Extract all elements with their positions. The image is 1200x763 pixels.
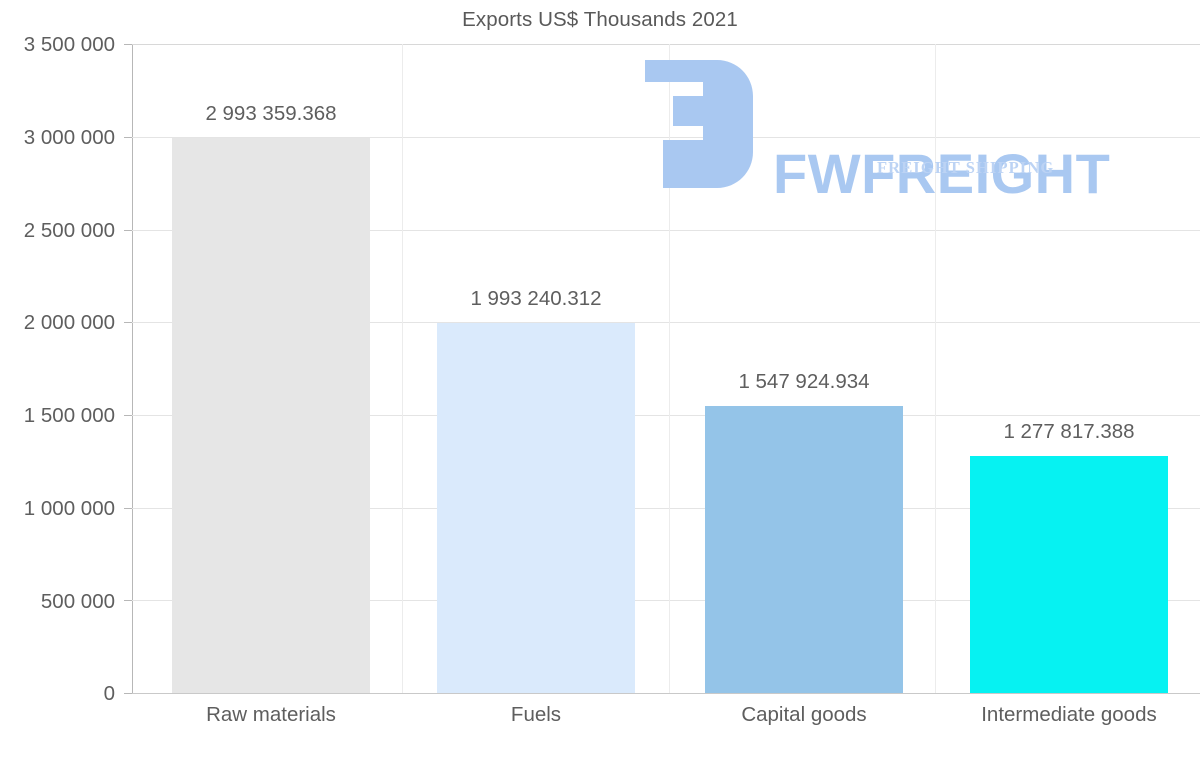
y-axis-label-0: 0	[103, 682, 115, 705]
category-divider	[402, 44, 403, 693]
y-axis-label-1500000: 1 500 000	[23, 404, 115, 427]
y-axis-label-2000000: 2 000 000	[23, 311, 115, 334]
y-axis-label-3000000: 3 000 000	[23, 126, 115, 149]
gridline-500000	[132, 600, 1200, 601]
bar-raw-materials[interactable]	[172, 137, 370, 693]
x-axis-label-raw-materials: Raw materials	[206, 703, 336, 726]
y-tick-mark	[124, 137, 132, 138]
y-axis-label-2500000: 2 500 000	[23, 219, 115, 242]
bar-value-capital-goods: 1 547 924.934	[738, 370, 870, 393]
x-axis-label-intermediate-goods: Intermediate goods	[981, 703, 1157, 726]
y-tick-mark	[124, 415, 132, 416]
gridline-1000000	[132, 508, 1200, 509]
gridline-2000000	[132, 322, 1200, 323]
y-tick-mark	[124, 322, 132, 323]
gridline-2500000	[132, 230, 1200, 231]
bar-value-fuels: 1 993 240.312	[470, 287, 602, 310]
category-divider	[669, 44, 670, 693]
y-tick-mark	[124, 230, 132, 231]
gridline-baseline-0	[132, 693, 1200, 694]
y-axis-label-1000000: 1 000 000	[23, 497, 115, 520]
gridline-1500000	[132, 415, 1200, 416]
y-axis-label-3500000: 3 500 000	[23, 33, 115, 56]
y-axis-line	[132, 44, 133, 694]
x-axis-label-fuels: Fuels	[510, 703, 562, 726]
bar-capital-goods[interactable]	[705, 405, 903, 693]
bar-intermediate-goods[interactable]	[970, 456, 1168, 693]
category-divider	[935, 44, 936, 693]
y-tick-mark	[124, 508, 132, 509]
x-axis-label-capital-goods: Capital goods	[741, 703, 867, 726]
bar-fuels[interactable]	[437, 323, 635, 693]
y-tick-mark	[124, 693, 132, 694]
gridline-3500000	[132, 44, 1200, 45]
chart-title: Exports US$ Thousands 2021	[462, 8, 738, 31]
bar-value-raw-materials: 2 993 359.368	[205, 102, 337, 125]
y-tick-mark	[124, 44, 132, 45]
bar-value-intermediate-goods: 1 277 817.388	[1003, 420, 1135, 443]
plot-area	[132, 44, 1200, 694]
y-axis-label-500000: 500 000	[40, 590, 115, 613]
y-tick-mark	[124, 600, 132, 601]
